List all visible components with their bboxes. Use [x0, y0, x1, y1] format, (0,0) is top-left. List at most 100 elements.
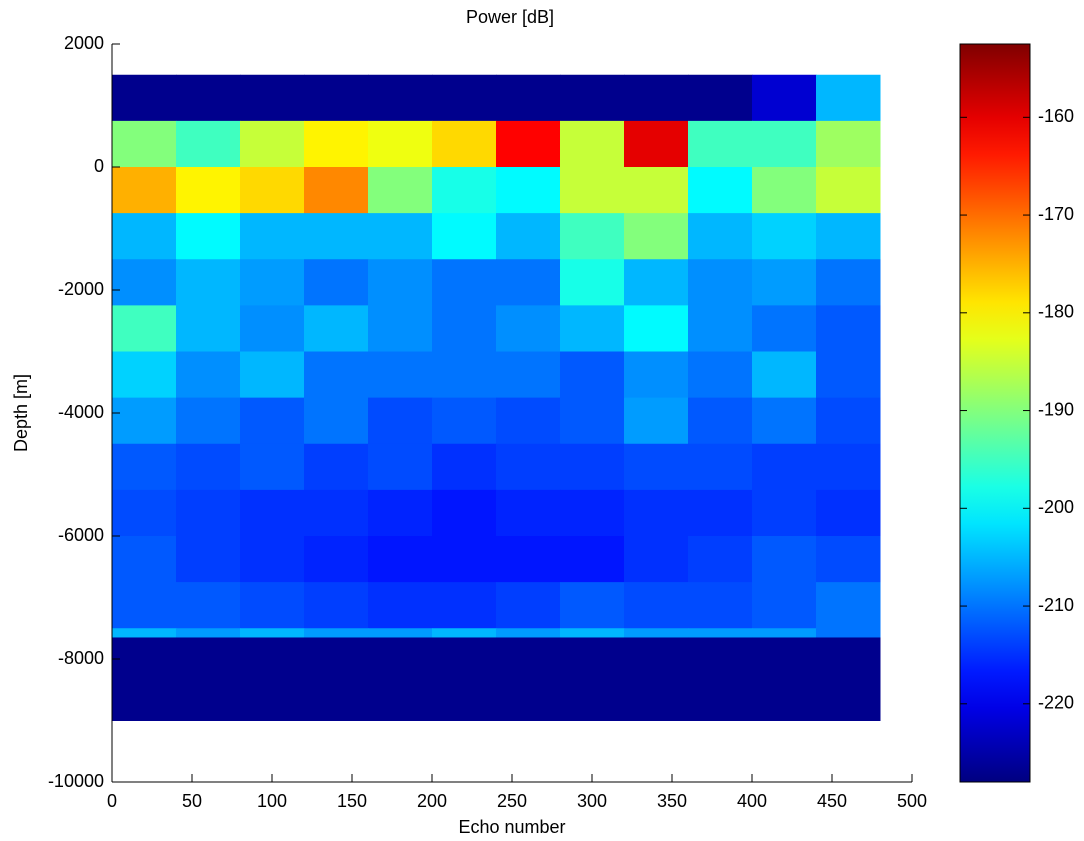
heatmap-cell	[496, 213, 561, 260]
x-tick-label: 50	[182, 791, 202, 811]
heatmap-cell	[816, 397, 881, 445]
heatmap-cell	[816, 443, 881, 491]
heatmap-cell	[752, 628, 817, 638]
x-tick-label: 350	[657, 791, 687, 811]
heatmap-cell	[368, 213, 433, 260]
heatmap-cell	[112, 637, 177, 721]
x-tick-label: 0	[107, 791, 117, 811]
heatmap-cell	[752, 167, 817, 214]
heatmap-cell	[112, 351, 177, 399]
heatmap-cell	[176, 305, 241, 352]
heatmap-cell	[368, 397, 433, 445]
heatmap-cell	[176, 443, 241, 491]
heatmap-cell	[240, 351, 305, 399]
heatmap-cell	[368, 582, 433, 629]
heatmap-cell	[496, 637, 561, 721]
heatmap-cell	[560, 628, 625, 638]
x-tick-label: 200	[417, 791, 447, 811]
heatmap-cell	[368, 351, 433, 399]
heatmap-cell	[304, 637, 369, 721]
heatmap-cell	[688, 305, 753, 352]
heatmap-cell	[560, 536, 625, 583]
x-axis-label: Echo number	[458, 817, 565, 837]
heatmap-cell	[816, 305, 881, 352]
heatmap-cell	[368, 74, 433, 122]
heatmap-cell	[304, 582, 369, 629]
heatmap-cell	[752, 351, 817, 399]
heatmap-cell	[560, 489, 625, 537]
heatmap-cell	[496, 305, 561, 352]
x-tick-label: 500	[897, 791, 927, 811]
heatmap-cell	[560, 582, 625, 629]
heatmap-cell	[688, 443, 753, 491]
heatmap-cell	[624, 628, 689, 638]
heatmap-cell	[112, 397, 177, 445]
colorbar-tick-label: -190	[1038, 399, 1074, 419]
heatmap-cell	[368, 637, 433, 721]
colorbar-tick-label: -160	[1038, 106, 1074, 126]
heatmap-cell	[432, 489, 497, 537]
heatmap-cell	[176, 259, 241, 306]
heatmap-cell	[240, 489, 305, 537]
heatmap-cell	[624, 167, 689, 214]
heatmap-cell	[752, 637, 817, 721]
heatmap-cell	[560, 213, 625, 260]
heatmap-cell	[688, 397, 753, 445]
heatmap-cell	[368, 489, 433, 537]
heatmap-cell	[240, 536, 305, 583]
heatmap-cell	[624, 213, 689, 260]
heatmap-cell	[176, 74, 241, 122]
heatmap-cell	[496, 628, 561, 638]
y-tick-label: -6000	[58, 525, 104, 545]
heatmap-cell	[240, 628, 305, 638]
heatmap-cell	[752, 536, 817, 583]
heatmap-cell	[240, 259, 305, 306]
heatmap-cell	[496, 397, 561, 445]
colorbar-tick-label: -210	[1038, 595, 1074, 615]
heatmap-cell	[368, 443, 433, 491]
heatmap-cell	[112, 628, 177, 638]
heatmap-cell	[816, 120, 881, 168]
heatmap-cell	[368, 259, 433, 306]
heatmap-cell	[560, 351, 625, 399]
heatmap-cell	[624, 637, 689, 721]
heatmap-cell	[624, 74, 689, 122]
heatmap-cell	[752, 74, 817, 122]
heatmap-cell	[752, 397, 817, 445]
heatmap-cell	[240, 443, 305, 491]
heatmap-cell	[688, 536, 753, 583]
heatmap-cell	[624, 443, 689, 491]
heatmap-cell	[432, 305, 497, 352]
heatmap-cell	[112, 167, 177, 214]
heatmap-cell	[432, 167, 497, 214]
colorbar-tick-label: -180	[1038, 302, 1074, 322]
heatmap-cell	[240, 582, 305, 629]
heatmap-cell	[688, 120, 753, 168]
heatmap-cell	[752, 305, 817, 352]
heatmap-cell	[176, 489, 241, 537]
heatmap-cell	[496, 120, 561, 168]
heatmap-cell	[304, 305, 369, 352]
heatmap-cell	[560, 443, 625, 491]
chart-title: Power [dB]	[466, 7, 554, 27]
heatmap-cell	[304, 489, 369, 537]
heatmap-cell	[688, 628, 753, 638]
heatmap-cell	[432, 536, 497, 583]
heatmap-cell	[432, 259, 497, 306]
heatmap-cell	[176, 167, 241, 214]
heatmap-cell	[176, 351, 241, 399]
heatmap-cell	[496, 443, 561, 491]
heatmap-cell	[240, 397, 305, 445]
y-tick-label: 0	[94, 156, 104, 176]
x-tick-label: 100	[257, 791, 287, 811]
heatmap-cell	[816, 74, 881, 122]
colorbar	[959, 43, 1031, 783]
heatmap-cell	[176, 582, 241, 629]
heatmap-cell	[176, 213, 241, 260]
heatmap-cell	[496, 351, 561, 399]
heatmap-cell	[112, 443, 177, 491]
heatmap-cell	[816, 628, 881, 638]
x-tick-label: 150	[337, 791, 367, 811]
heatmap-cell	[688, 74, 753, 122]
